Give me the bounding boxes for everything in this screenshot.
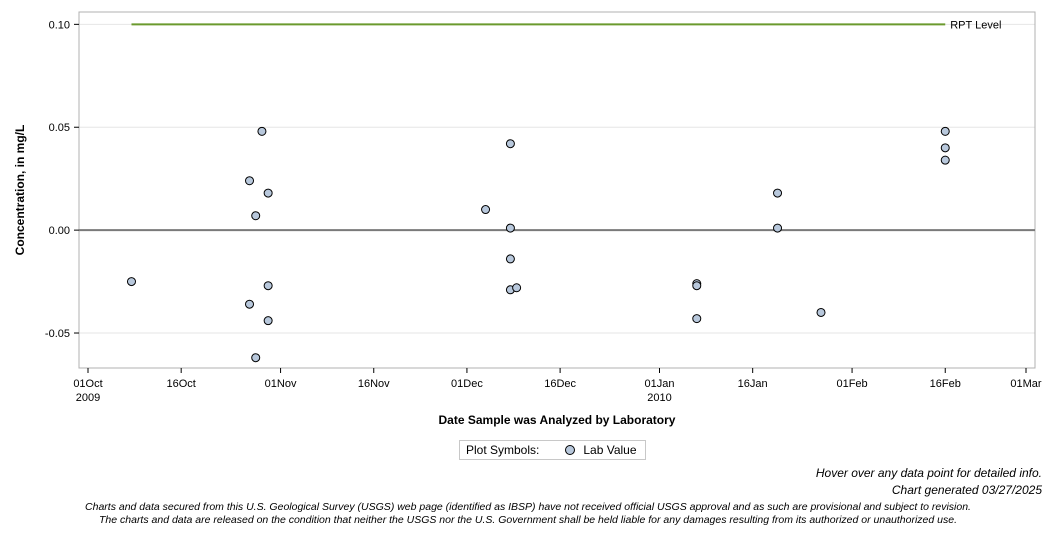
data-point: [251, 353, 261, 363]
x-tick-label: 16Nov: [358, 378, 390, 390]
data-point: [257, 126, 267, 136]
data-point: [481, 205, 491, 215]
legend-title: Plot Symbols:: [466, 443, 540, 457]
data-point: [773, 188, 783, 198]
data-point: [940, 143, 950, 153]
disclaimer-line-1: Charts and data secured from this U.S. G…: [85, 501, 971, 513]
x-tick-label: 01Nov: [265, 378, 297, 390]
legend: Plot Symbols: Lab Value: [459, 440, 646, 460]
x-tick-label: 01Oct: [73, 378, 102, 390]
legend-entry-label: Lab Value: [583, 443, 637, 457]
data-point: [505, 254, 515, 264]
data-point: [263, 316, 273, 326]
data-point: [940, 155, 950, 165]
generated-date: Chart generated 03/27/2025: [891, 483, 1042, 497]
rpt-level-label: RPT Level: [950, 19, 1001, 31]
data-point: [773, 223, 783, 233]
data-point: [263, 281, 273, 291]
data-point: [126, 277, 136, 287]
x-tick-label: 01Feb: [836, 378, 867, 390]
x-tick-year-label: 2009: [76, 392, 100, 404]
data-points: [126, 126, 950, 363]
data-point: [505, 223, 515, 233]
legend-marker-icon: [565, 445, 576, 455]
y-tick-label: 0.05: [49, 122, 70, 134]
grid-lines: [79, 23, 1035, 334]
y-tick-label: -0.05: [45, 328, 70, 340]
data-point: [816, 307, 826, 317]
y-axis-title: Concentration, in mg/L: [13, 125, 27, 256]
data-point: [245, 176, 255, 186]
data-point: [245, 299, 255, 309]
x-tick-label: 16Oct: [166, 378, 195, 390]
hover-note: Hover over any data point for detailed i…: [815, 466, 1042, 480]
x-tick-label: 01Dec: [451, 378, 483, 390]
x-axis: 01Oct 2009 16Oct 01Nov 16Nov 01Dec 16Dec 01Jan 2…: [73, 368, 1042, 404]
data-point: [692, 281, 702, 291]
y-axis: -0.05 0.00 0.05 0.10: [45, 19, 79, 340]
x-tick-label: 16Feb: [930, 378, 961, 390]
x-tick-year-label: 2010: [647, 392, 671, 404]
plot-area-frame: [78, 11, 1036, 369]
data-point: [505, 139, 515, 149]
data-point: [263, 188, 273, 198]
data-point: [251, 211, 261, 221]
x-tick-label: 01Mar: [1010, 378, 1042, 390]
data-point: [692, 314, 702, 324]
x-tick-label: 01Jan: [645, 378, 675, 390]
data-point: [512, 283, 522, 293]
disclaimer-line-2: The charts and data are released on the …: [99, 514, 957, 526]
y-tick-label: 0.00: [49, 225, 70, 237]
x-tick-label: 16Jan: [738, 378, 768, 390]
x-tick-label: 16Dec: [544, 378, 576, 390]
data-point: [940, 126, 950, 136]
x-axis-title: Date Sample was Analyzed by Laboratory: [439, 413, 676, 427]
y-tick-label: 0.10: [49, 19, 70, 31]
